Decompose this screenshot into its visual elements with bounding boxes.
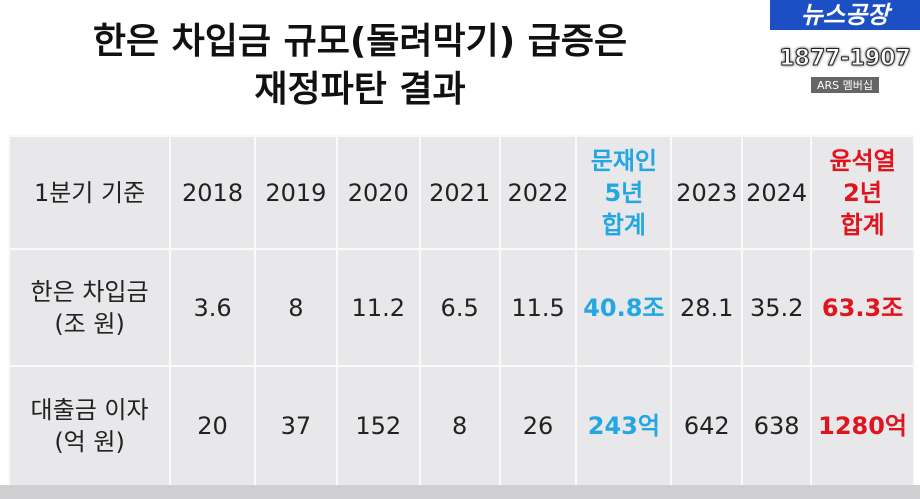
cell: 2022 — [498, 135, 578, 250]
cell: 152 — [335, 365, 421, 487]
title: 한은 차입금 규모(돌려막기) 급증은 재정파탄 결과 — [0, 18, 710, 114]
logo-name: 뉴스공장 — [770, 0, 920, 30]
phone: 1877-1907 — [779, 46, 912, 72]
cell: 2018 — [169, 135, 256, 250]
cell: 2024 — [741, 135, 813, 250]
cell: 243억 — [575, 365, 673, 487]
bottom-bar — [0, 485, 920, 499]
cell: 20 — [169, 365, 256, 487]
cell: 2019 — [253, 135, 338, 250]
cell: 638 — [741, 365, 813, 487]
cell: 28.1 — [670, 248, 744, 367]
cell: 8 — [253, 248, 338, 367]
cell: 63.3조 — [810, 248, 915, 367]
cell: 윤석열 2년 합계 — [810, 135, 915, 250]
cell: 35.2 — [741, 248, 813, 367]
row-label: 대출금 이자 (억 원) — [7, 365, 172, 487]
cell: 11.5 — [498, 248, 578, 367]
cell: 3.6 — [169, 248, 256, 367]
row-label: 1분기 기준 — [7, 135, 172, 250]
row-label: 한은 차입금 (조 원) — [7, 248, 172, 367]
cell: 1280억 — [810, 365, 915, 487]
cell: 2021 — [418, 135, 501, 250]
header-row: 1분기 기준 2018 2019 2020 2021 2022 문재인 5년 합계 2023 2… — [7, 135, 915, 250]
logo: 뉴스공장 1877-1907 ARS 멤버십 — [770, 0, 920, 105]
data-row: 대출금 이자 (억 원) 20 37 152 8 26 243억 642 638 1280억 — [7, 365, 915, 487]
data-table: 1분기 기준 2018 2019 2020 2021 2022 문재인 5년 합계 2023 2… — [7, 135, 915, 487]
cell: 문재인 5년 합계 — [575, 135, 673, 250]
cell: 6.5 — [418, 248, 501, 367]
cell: 11.2 — [335, 248, 421, 367]
membership: ARS 멤버십 — [810, 77, 879, 93]
data-row: 한은 차입금 (조 원) 3.6 8 11.2 6.5 11.5 40.8조 28.1 35.2… — [7, 248, 915, 367]
cell: 26 — [498, 365, 578, 487]
cell: 40.8조 — [575, 248, 673, 367]
cell: 8 — [418, 365, 501, 487]
cell: 37 — [253, 365, 338, 487]
cell: 2020 — [335, 135, 421, 250]
cell: 642 — [670, 365, 744, 487]
title-line: 한은 차입금 규모(돌려막기) 급증은 — [92, 21, 628, 62]
cell: 2023 — [670, 135, 744, 250]
title-line: 재정파탄 결과 — [254, 69, 466, 110]
